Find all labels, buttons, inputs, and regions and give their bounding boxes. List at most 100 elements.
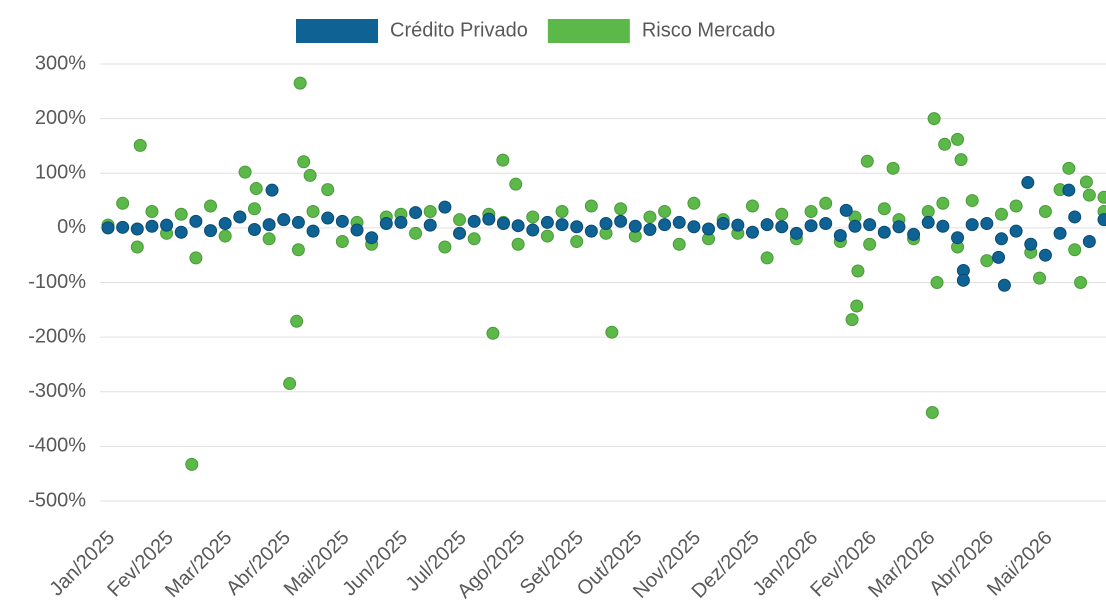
point	[453, 226, 467, 240]
point	[438, 200, 452, 214]
point	[185, 457, 199, 471]
point	[731, 218, 745, 232]
point	[1053, 226, 1067, 240]
point	[860, 154, 874, 168]
point	[233, 210, 247, 224]
point	[980, 217, 994, 231]
point	[204, 224, 218, 238]
point	[116, 196, 130, 210]
point	[716, 217, 730, 231]
point	[570, 235, 584, 249]
point	[956, 273, 970, 287]
y-tick-label: 300%	[35, 52, 86, 74]
point	[992, 250, 1006, 264]
point	[1038, 248, 1052, 262]
y-tick-label: -200%	[28, 325, 86, 347]
point	[509, 177, 523, 191]
point	[321, 183, 335, 197]
point	[1033, 271, 1047, 285]
point	[321, 211, 335, 225]
point	[511, 219, 525, 233]
point	[863, 237, 877, 251]
y-tick-label: -100%	[28, 271, 86, 293]
point	[130, 240, 144, 254]
point	[204, 199, 218, 213]
point	[702, 222, 716, 236]
point	[555, 204, 569, 218]
point	[672, 237, 686, 251]
point	[789, 226, 803, 240]
point	[628, 219, 642, 233]
point	[672, 215, 686, 229]
point	[1009, 199, 1023, 213]
point	[1068, 210, 1082, 224]
point	[921, 204, 935, 218]
point	[938, 137, 952, 151]
y-tick-label: -300%	[28, 380, 86, 402]
point	[555, 218, 569, 232]
point	[467, 214, 481, 228]
point	[804, 219, 818, 233]
point	[277, 213, 291, 227]
point	[1024, 237, 1038, 251]
point	[438, 240, 452, 254]
point	[994, 232, 1008, 246]
point	[1079, 175, 1093, 189]
point	[189, 251, 203, 265]
point	[839, 203, 853, 217]
point	[1082, 235, 1096, 249]
point	[453, 213, 467, 227]
y-tick-label: 100%	[35, 162, 86, 184]
legend-swatch	[547, 19, 630, 43]
point	[892, 220, 906, 234]
point	[365, 231, 379, 245]
point	[283, 377, 297, 391]
point	[599, 217, 613, 231]
point	[850, 299, 864, 313]
point	[130, 222, 144, 236]
point	[1082, 188, 1096, 202]
point	[409, 206, 423, 220]
point	[614, 214, 628, 228]
point	[877, 202, 891, 216]
point	[303, 168, 317, 182]
y-tick-label: 200%	[35, 107, 86, 129]
point	[423, 204, 437, 218]
point	[760, 218, 774, 232]
point	[951, 231, 965, 245]
point	[486, 326, 500, 340]
point	[496, 217, 510, 231]
point	[262, 232, 276, 246]
point	[886, 161, 900, 175]
point	[980, 254, 994, 268]
point	[907, 227, 921, 241]
point	[379, 217, 393, 231]
point	[526, 210, 540, 224]
point	[687, 196, 701, 210]
point	[293, 76, 307, 90]
point	[1038, 204, 1052, 218]
point	[1062, 161, 1076, 175]
point	[247, 223, 261, 237]
point	[745, 225, 759, 239]
point	[997, 278, 1011, 292]
point	[848, 219, 862, 233]
point	[306, 204, 320, 218]
point	[994, 207, 1008, 221]
point	[819, 196, 833, 210]
legend-swatch	[296, 19, 378, 43]
point	[482, 212, 496, 226]
x-tick-label: Mai/2026	[983, 527, 1057, 601]
point	[174, 207, 188, 221]
point	[851, 264, 865, 278]
point	[863, 218, 877, 232]
x-tick-label: Jun/2025	[338, 527, 412, 601]
point	[951, 132, 965, 146]
point	[584, 224, 598, 238]
point	[265, 183, 279, 197]
point	[605, 325, 619, 339]
point	[658, 204, 672, 218]
point	[409, 226, 423, 240]
point	[145, 204, 159, 218]
point	[570, 220, 584, 234]
